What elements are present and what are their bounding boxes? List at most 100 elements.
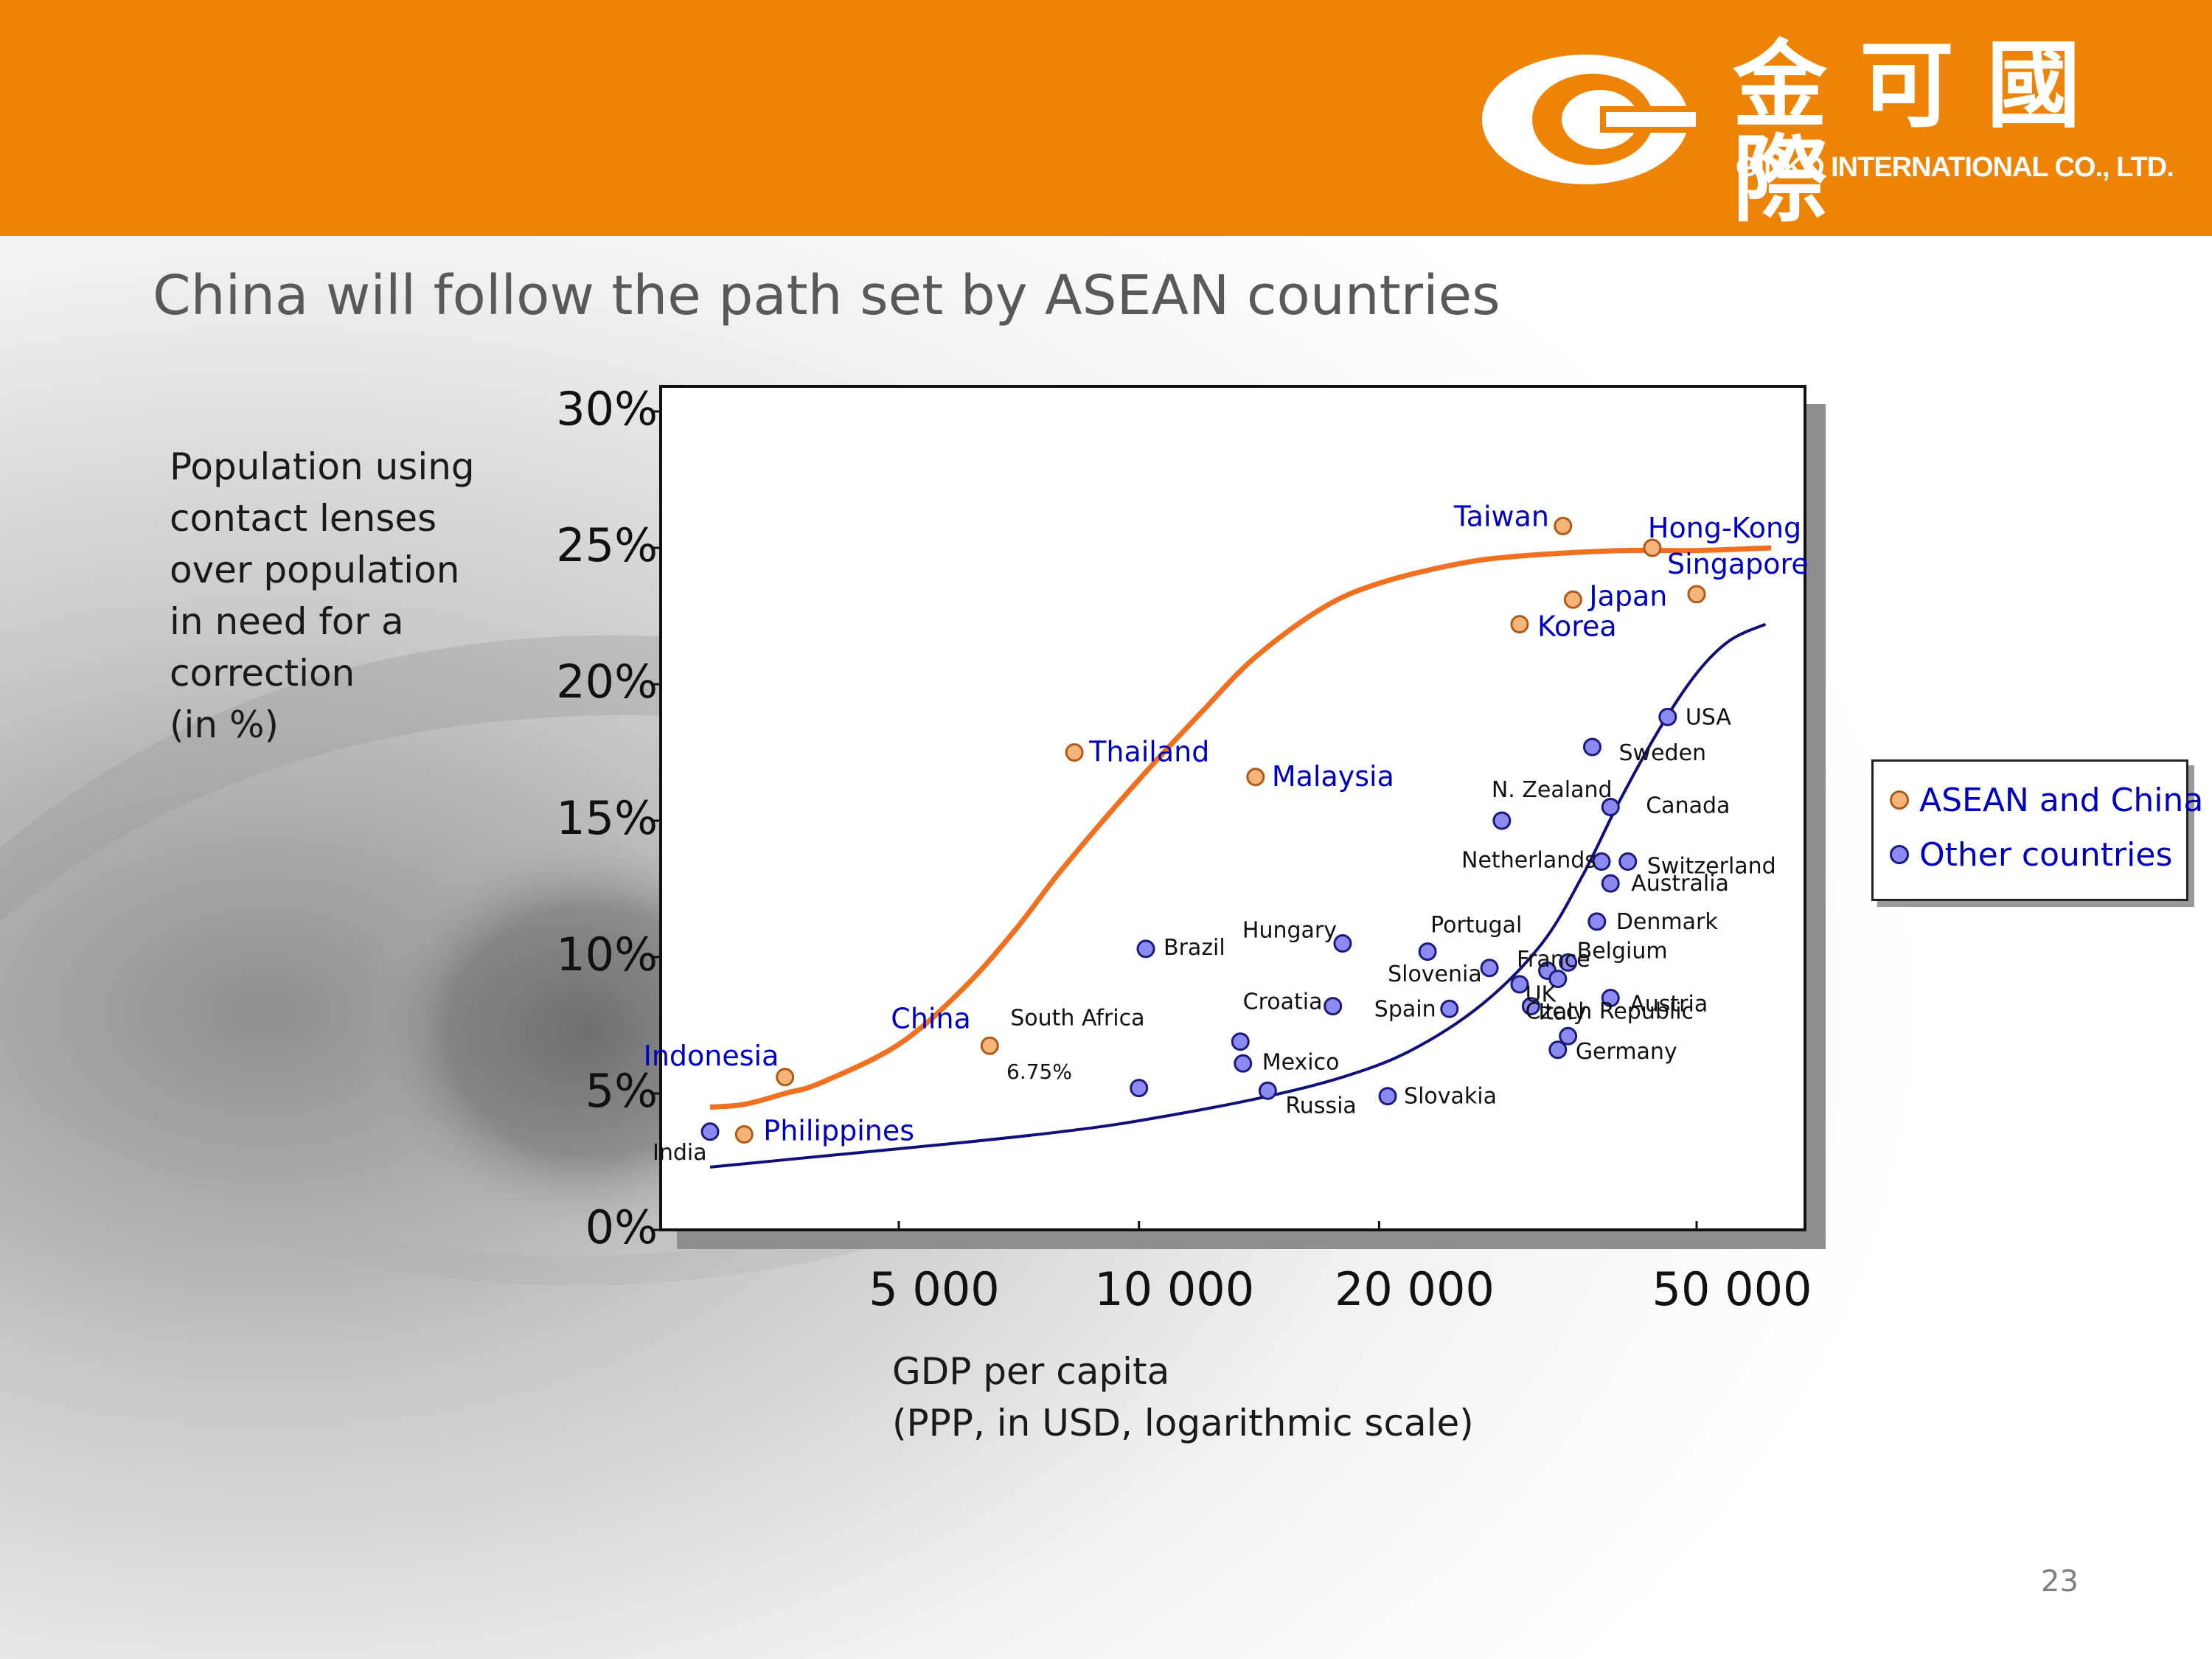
- trend-line-other-countries: [709, 622, 1767, 1169]
- data-point-italy: [1521, 997, 1540, 1016]
- header-bar: 金可國際 GINKO INTERNATIONAL CO., LTD.: [0, 0, 2212, 236]
- data-point-china: [980, 1036, 999, 1055]
- data-label-russia: Russia: [1285, 1093, 1357, 1119]
- data-label-uk: UK: [1526, 982, 1557, 1008]
- data-label-india: India: [653, 1140, 707, 1166]
- data-point-korea: [1510, 615, 1529, 634]
- data-point-croatia: [1324, 997, 1343, 1016]
- x-axis-label-line: GDP per capita: [892, 1350, 1170, 1393]
- y-tick-label: 10%: [556, 928, 658, 981]
- data-label-korea: Korea: [1537, 611, 1617, 643]
- trend-lines: [709, 545, 1772, 1169]
- china-value-label: 6.75%: [1006, 1060, 1072, 1084]
- data-label-taiwan: Taiwan: [1453, 500, 1549, 532]
- ginko-logo-icon: [1482, 55, 1696, 184]
- data-label-australia: Australia: [1631, 871, 1729, 897]
- data-point-denmark: [1587, 912, 1607, 931]
- data-label-china: China: [891, 1002, 971, 1034]
- data-label-germany: Germany: [1576, 1039, 1677, 1065]
- data-label-south-africa: South Africa: [1010, 1006, 1144, 1032]
- data-label-hong-kong: Hong-Kong: [1648, 512, 1801, 544]
- data-point-brazil: [1136, 939, 1155, 959]
- data-point-germany: [1548, 1040, 1568, 1060]
- y-tick-label: 0%: [585, 1200, 658, 1254]
- brand-chinese-name: 金可國際: [1733, 30, 2114, 235]
- y-axis-label-line: (in %): [170, 703, 279, 746]
- data-label-slovakia: Slovakia: [1404, 1084, 1497, 1110]
- data-label-usa: USA: [1686, 704, 1732, 730]
- y-axis-label-line: contact lenses: [170, 497, 437, 540]
- page-number: 23: [2041, 1565, 2079, 1599]
- data-label-japan: Japan: [1587, 580, 1667, 612]
- data-label-denmark: Denmark: [1616, 909, 1719, 935]
- data-label-spain: Spain: [1374, 996, 1436, 1022]
- data-point-austria: [1601, 989, 1620, 1007]
- data-point-czech-republic: [1559, 1026, 1578, 1046]
- data-label-croatia: Croatia: [1243, 990, 1323, 1015]
- data-point-switzerland: [1618, 852, 1638, 871]
- y-axis-label: Population using contact lenses over pop…: [170, 441, 524, 751]
- x-tick-label: 50 000: [1652, 1262, 1812, 1316]
- data-label-belgium: Belgium: [1577, 938, 1668, 964]
- data-point-mexico: [1234, 1054, 1253, 1073]
- data-label-indonesia: Indonesia: [644, 1040, 779, 1072]
- y-tick-label: 5%: [585, 1064, 658, 1118]
- chart-legend: ASEAN and China Other countries: [1871, 759, 2203, 901]
- data-point-singapore: [1687, 585, 1706, 604]
- data-label-portugal: Portugal: [1430, 913, 1522, 939]
- data-point-taiwan: [1554, 516, 1573, 535]
- data-point-n-zealand: [1492, 811, 1512, 830]
- data-point-france: [1510, 975, 1529, 994]
- data-label-switzerland: Switzerland: [1647, 854, 1776, 880]
- x-axis-label: GDP per capita (PPP, in USD, logarithmic…: [892, 1346, 1474, 1449]
- y-tick-label: 25%: [556, 518, 658, 572]
- data-point-india: [700, 1122, 720, 1141]
- data-point-slovenia: [1480, 959, 1499, 978]
- x-axis-label-line: (PPP, in USD, logarithmic scale): [892, 1402, 1474, 1444]
- data-label-austria: Austria: [1630, 992, 1708, 1018]
- data-label-sweden: Sweden: [1619, 740, 1707, 766]
- x-tick-label: 10 000: [1094, 1262, 1254, 1316]
- data-label-singapore: Singapore: [1667, 548, 1809, 580]
- data-label-canada: Canada: [1646, 793, 1730, 819]
- data-point-unlabeled: [1130, 1079, 1149, 1098]
- data-point-japan: [1563, 590, 1582, 609]
- trend-line-asean-and-china: [709, 545, 1772, 1110]
- data-label-netherlands: Netherlands: [1461, 848, 1596, 874]
- data-point-philippines: [734, 1125, 754, 1144]
- data-point-portugal: [1418, 942, 1437, 961]
- data-point-spain: [1440, 999, 1459, 1018]
- legend-item-asean: ASEAN and China: [1890, 778, 2203, 822]
- data-point-thailand: [1065, 743, 1084, 762]
- x-tick-label: 5 000: [869, 1262, 1000, 1316]
- data-point-netherlands: [1592, 852, 1611, 871]
- data-point-south-africa: [1231, 1032, 1250, 1051]
- data-labels: Indonesia Philippines China Thailand Malaysi…: [644, 500, 1809, 1165]
- data-point-hungary: [1333, 934, 1352, 953]
- data-label-slovenia: Slovenia: [1388, 961, 1482, 987]
- data-point-unlabeled: [1548, 970, 1568, 989]
- data-point-usa: [1658, 707, 1677, 726]
- data-point-slovakia: [1378, 1087, 1397, 1106]
- y-axis-label-line: over population: [170, 549, 460, 591]
- data-label-mexico: Mexico: [1262, 1049, 1340, 1075]
- data-label-thailand: Thailand: [1088, 736, 1209, 768]
- y-tick-label: 15%: [556, 791, 658, 845]
- legend-label-asean: ASEAN and China: [1919, 781, 2204, 819]
- legend-marker-other: [1890, 845, 1909, 864]
- data-point-belgium: [1559, 953, 1578, 972]
- data-point-indonesia: [776, 1068, 795, 1087]
- y-tick-label: 30%: [556, 382, 658, 436]
- data-point-malaysia: [1246, 768, 1265, 787]
- x-tick-label: 20 000: [1335, 1262, 1495, 1316]
- data-point-canada: [1601, 798, 1620, 816]
- data-points: [700, 516, 1706, 1144]
- brand-english-name: GINKO INTERNATIONAL CO., LTD.: [1736, 152, 2174, 183]
- data-label-italy: Italy: [1538, 1000, 1586, 1026]
- data-point-hong-kong: [1643, 538, 1662, 557]
- data-label-malaysia: Malaysia: [1272, 760, 1394, 793]
- y-axis-label-line: in need for a: [170, 600, 404, 643]
- y-tick-label: 20%: [556, 655, 658, 709]
- legend-marker-asean: [1890, 790, 1909, 810]
